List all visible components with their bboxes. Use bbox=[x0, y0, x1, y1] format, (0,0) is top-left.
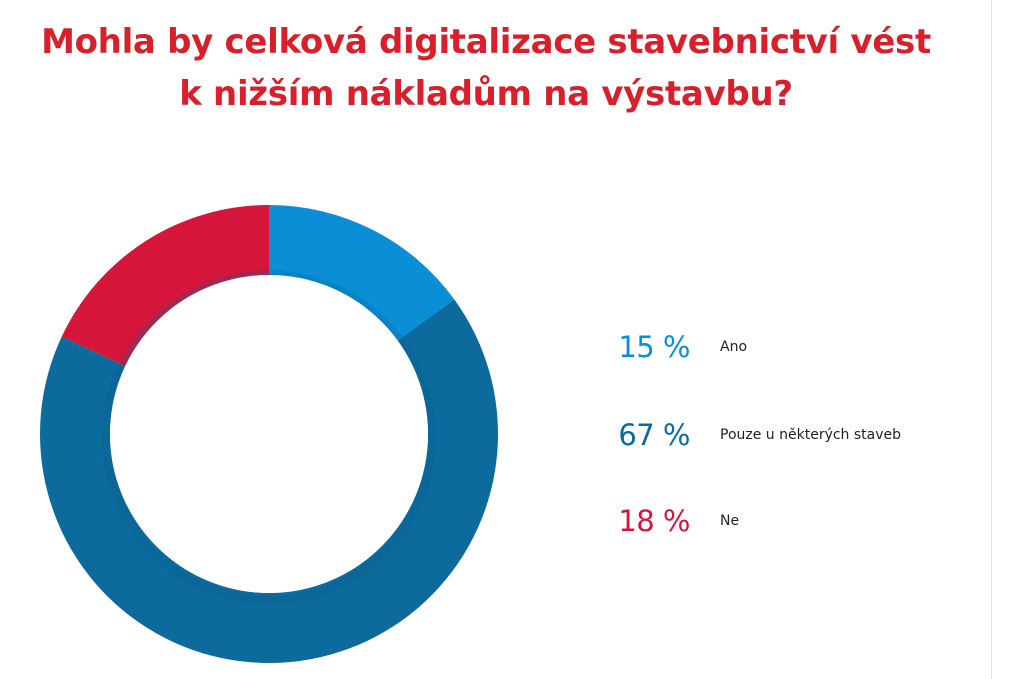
legend-value-ano: 15 % bbox=[618, 330, 690, 364]
chart-title-line-1: Mohla by celková digitalizace stavebnict… bbox=[41, 22, 931, 62]
donut-slice-ne bbox=[61, 204, 270, 367]
donut-slice-pouze-u-n-kter-ch-staveb bbox=[39, 299, 498, 664]
legend-item-pouze: 67 % Pouze u některých staveb bbox=[580, 415, 980, 455]
legend-item-ne: 18 % Ne bbox=[580, 501, 980, 541]
donut-chart bbox=[39, 204, 498, 664]
legend-label-ano: Ano bbox=[720, 339, 748, 355]
chart-title-line-2: k nižším nákladům na výstavbu? bbox=[179, 74, 793, 114]
chart-legend: 15 % Ano 67 % Pouze u některých staveb 1… bbox=[580, 0, 980, 679]
legend-item-ano: 15 % Ano bbox=[580, 327, 980, 367]
legend-value-pouze: 67 % bbox=[618, 418, 690, 452]
legend-label-ne: Ne bbox=[720, 513, 740, 529]
donut-inner-shadow bbox=[102, 270, 436, 604]
legend-label-pouze: Pouze u některých staveb bbox=[720, 427, 902, 443]
chart-title: Mohla by celková digitalizace stavebnict… bbox=[0, 16, 972, 120]
donut-hole bbox=[110, 275, 428, 593]
chart-card: Mohla by celková digitalizace stavebnict… bbox=[0, 0, 992, 679]
donut-slice-ano bbox=[269, 205, 455, 341]
legend-value-ne: 18 % bbox=[618, 504, 690, 538]
